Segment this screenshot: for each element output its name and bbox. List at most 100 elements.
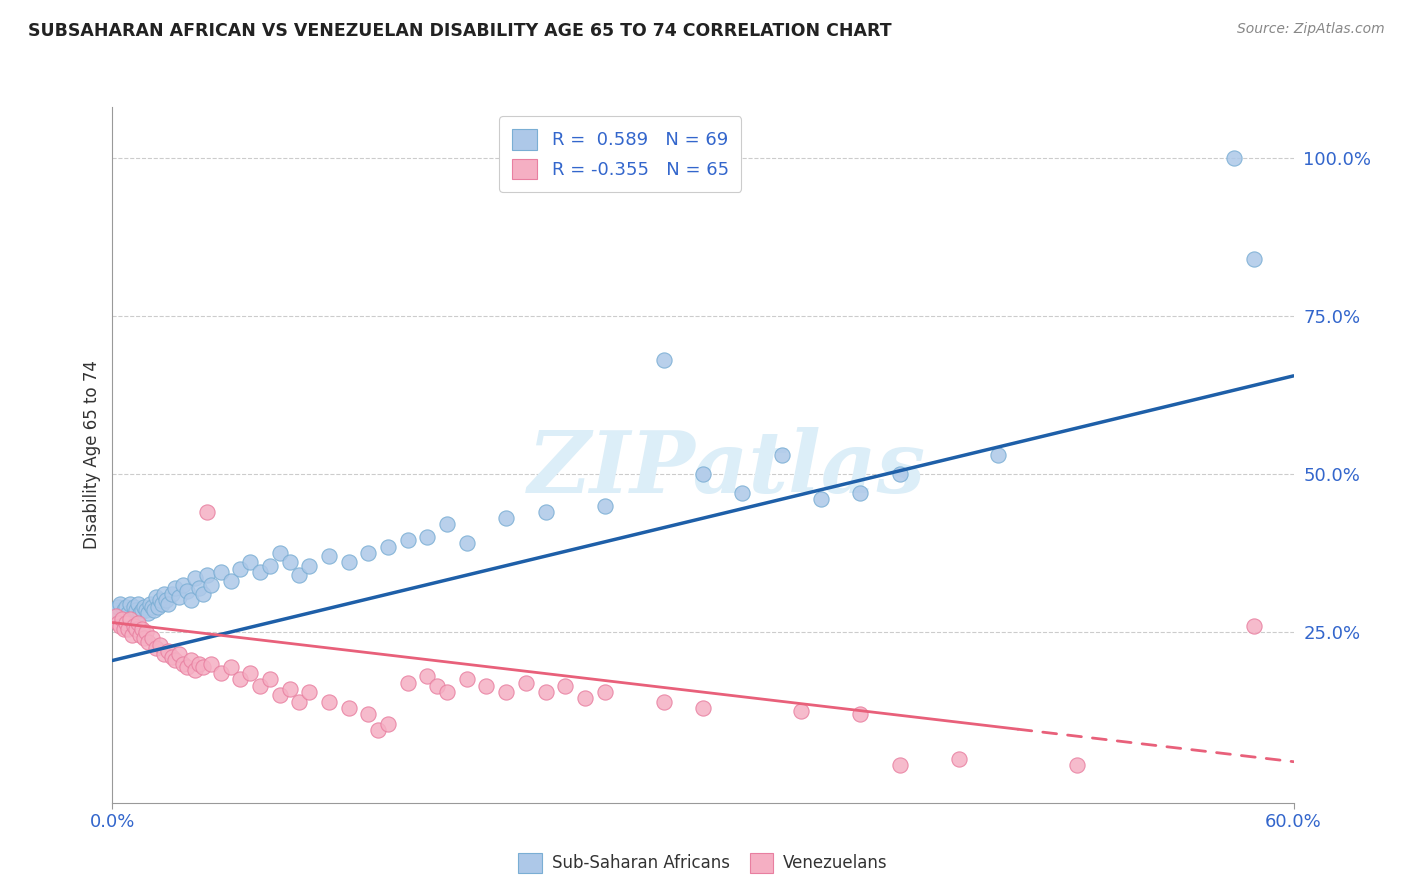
Point <box>278 681 301 696</box>
Point <box>288 568 311 582</box>
Point <box>112 603 135 617</box>
Point <box>132 599 155 614</box>
Point <box>229 673 252 687</box>
Point <box>278 556 301 570</box>
Point <box>436 517 458 532</box>
Point <box>574 691 596 706</box>
Point <box>298 685 321 699</box>
Point <box>495 511 517 525</box>
Point <box>105 609 128 624</box>
Point <box>135 625 157 640</box>
Point <box>396 675 419 690</box>
Point <box>229 562 252 576</box>
Point <box>121 628 143 642</box>
Point <box>131 622 153 636</box>
Point <box>377 540 399 554</box>
Point <box>155 593 177 607</box>
Point <box>115 615 138 630</box>
Y-axis label: Disability Age 65 to 74: Disability Age 65 to 74 <box>83 360 101 549</box>
Point <box>554 679 576 693</box>
Point <box>889 467 911 481</box>
Point <box>129 606 152 620</box>
Point <box>136 606 159 620</box>
Point <box>849 707 872 722</box>
Point <box>129 628 152 642</box>
Point <box>125 603 148 617</box>
Point <box>141 632 163 646</box>
Point <box>239 556 262 570</box>
Point <box>169 647 191 661</box>
Point <box>987 448 1010 462</box>
Point <box>259 558 281 573</box>
Point <box>188 581 211 595</box>
Point <box>169 591 191 605</box>
Point <box>176 583 198 598</box>
Point <box>948 751 970 765</box>
Point <box>112 622 135 636</box>
Point <box>184 663 207 677</box>
Point <box>239 666 262 681</box>
Point <box>152 587 174 601</box>
Point <box>165 653 187 667</box>
Point <box>1243 618 1265 632</box>
Point <box>456 536 478 550</box>
Point <box>1243 252 1265 266</box>
Point <box>105 603 128 617</box>
Point <box>475 679 498 693</box>
Point <box>127 597 149 611</box>
Point <box>1223 151 1246 165</box>
Point <box>249 565 271 579</box>
Point <box>200 657 222 671</box>
Point <box>146 599 169 614</box>
Point <box>156 597 179 611</box>
Point <box>259 673 281 687</box>
Point <box>145 640 167 655</box>
Point <box>534 685 557 699</box>
Point <box>150 597 173 611</box>
Point <box>191 660 214 674</box>
Point <box>209 666 232 681</box>
Legend: R =  0.589   N = 69, R = -0.355   N = 65: R = 0.589 N = 69, R = -0.355 N = 65 <box>499 116 741 192</box>
Point <box>495 685 517 699</box>
Point <box>692 701 714 715</box>
Point <box>142 603 165 617</box>
Point <box>318 695 340 709</box>
Point <box>1066 757 1088 772</box>
Point <box>107 615 129 630</box>
Point <box>111 612 134 626</box>
Point <box>156 644 179 658</box>
Point <box>396 533 419 548</box>
Point <box>120 597 142 611</box>
Point <box>692 467 714 481</box>
Point <box>117 606 139 620</box>
Point <box>249 679 271 693</box>
Point <box>269 688 291 702</box>
Point <box>593 499 616 513</box>
Point <box>810 492 832 507</box>
Point <box>131 603 153 617</box>
Point <box>652 353 675 368</box>
Point <box>357 546 380 560</box>
Point <box>160 587 183 601</box>
Point <box>200 577 222 591</box>
Point <box>337 556 360 570</box>
Point <box>337 701 360 715</box>
Point <box>165 581 187 595</box>
Point <box>180 593 202 607</box>
Point <box>195 505 218 519</box>
Point <box>318 549 340 563</box>
Point <box>377 716 399 731</box>
Text: ZIPatlas: ZIPatlas <box>527 427 925 510</box>
Point <box>110 618 132 632</box>
Point <box>184 571 207 585</box>
Point <box>180 653 202 667</box>
Point <box>426 679 449 693</box>
Point <box>172 657 194 671</box>
Point <box>125 622 148 636</box>
Point <box>357 707 380 722</box>
Point <box>849 486 872 500</box>
Point <box>122 618 145 632</box>
Point <box>209 565 232 579</box>
Point <box>145 591 167 605</box>
Point <box>127 615 149 630</box>
